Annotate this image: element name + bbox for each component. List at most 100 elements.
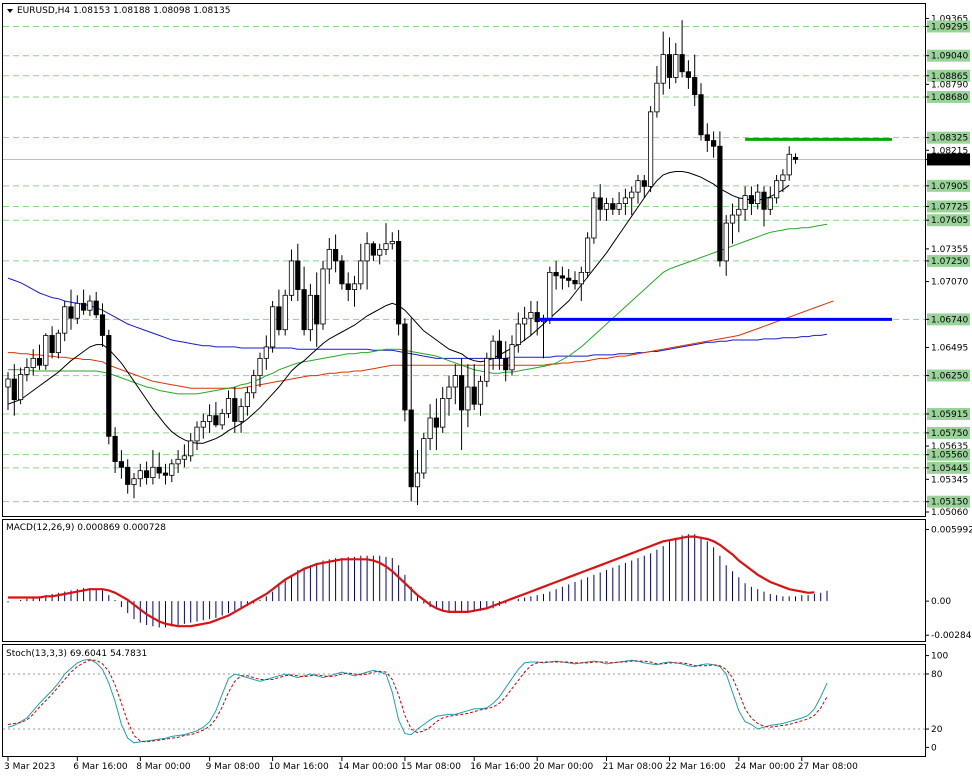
candle[interactable] (515, 312, 521, 353)
candle[interactable] (370, 241, 377, 261)
candle[interactable] (169, 459, 175, 483)
candle[interactable] (225, 390, 232, 418)
candle[interactable] (641, 174, 647, 198)
candle[interactable] (736, 197, 742, 233)
candle[interactable] (383, 223, 389, 256)
candle[interactable] (125, 459, 131, 494)
candle[interactable] (471, 364, 477, 410)
candle[interactable] (597, 184, 603, 221)
candle[interactable] (395, 229, 402, 336)
candle[interactable] (232, 387, 238, 433)
candle[interactable] (585, 232, 591, 279)
candle[interactable] (206, 404, 213, 433)
candle[interactable] (5, 372, 11, 410)
candle[interactable] (131, 473, 137, 499)
candle[interactable] (263, 335, 269, 370)
candle[interactable] (503, 341, 509, 382)
candle[interactable] (358, 243, 364, 290)
candle[interactable] (150, 450, 156, 485)
macd-panel[interactable] (2, 519, 926, 642)
stoch-panel[interactable] (2, 644, 926, 757)
candle[interactable] (87, 295, 93, 316)
candle[interactable] (509, 335, 515, 376)
candle[interactable] (755, 184, 761, 210)
candle[interactable] (648, 106, 654, 193)
candle[interactable] (414, 450, 421, 506)
candle[interactable] (269, 301, 276, 353)
candle[interactable] (99, 303, 106, 347)
candle[interactable] (251, 369, 257, 399)
candle[interactable] (786, 146, 792, 181)
candle[interactable] (30, 349, 36, 376)
candle[interactable] (213, 401, 219, 428)
candle[interactable] (553, 260, 559, 290)
candle[interactable] (118, 450, 124, 479)
candle[interactable] (452, 364, 458, 405)
candle[interactable] (257, 352, 263, 388)
candle[interactable] (11, 364, 17, 416)
candle[interactable] (792, 153, 799, 164)
candle[interactable] (742, 186, 748, 221)
candle[interactable] (528, 301, 534, 336)
candle[interactable] (774, 174, 780, 204)
candle[interactable] (522, 306, 528, 342)
candle[interactable] (566, 268, 572, 288)
candle[interactable] (301, 266, 307, 336)
candle[interactable] (458, 358, 465, 451)
candle[interactable] (440, 387, 446, 433)
candle[interactable] (364, 232, 370, 290)
candle[interactable] (81, 289, 87, 315)
candle[interactable] (200, 413, 206, 439)
candle[interactable] (194, 421, 200, 451)
candle[interactable] (654, 66, 660, 118)
candle[interactable] (314, 272, 320, 347)
candle[interactable] (603, 197, 610, 221)
candle[interactable] (408, 318, 414, 502)
candle[interactable] (433, 398, 440, 451)
candle[interactable] (629, 186, 635, 216)
candle[interactable] (156, 452, 162, 479)
candle[interactable] (748, 186, 755, 216)
candle[interactable] (711, 131, 717, 158)
candle[interactable] (427, 404, 433, 451)
candle[interactable] (326, 237, 332, 284)
candle[interactable] (622, 188, 629, 216)
candle[interactable] (320, 260, 326, 330)
candle[interactable] (55, 329, 62, 359)
candle[interactable] (332, 234, 339, 273)
candle[interactable] (780, 169, 786, 193)
candle[interactable] (288, 249, 295, 302)
candle[interactable] (43, 333, 49, 370)
candle[interactable] (496, 329, 503, 370)
candle[interactable] (698, 83, 704, 141)
candle[interactable] (93, 291, 99, 319)
candle[interactable] (339, 255, 345, 290)
candle[interactable] (635, 174, 641, 204)
candle[interactable] (219, 408, 225, 430)
candle[interactable] (477, 375, 484, 416)
candle[interactable] (767, 186, 773, 216)
candle[interactable] (175, 450, 181, 474)
candle[interactable] (547, 266, 553, 324)
candle[interactable] (112, 427, 118, 474)
candle[interactable] (572, 271, 578, 290)
candle[interactable] (137, 463, 143, 487)
candle[interactable] (673, 43, 679, 84)
candle[interactable] (17, 367, 24, 405)
candle[interactable] (465, 364, 471, 428)
candle[interactable] (295, 243, 301, 302)
candle[interactable] (62, 301, 68, 342)
candle[interactable] (402, 318, 408, 422)
candle[interactable] (106, 329, 112, 445)
candle[interactable] (377, 243, 383, 265)
candle[interactable] (660, 31, 666, 95)
candle[interactable] (68, 289, 74, 330)
candle[interactable] (181, 444, 187, 468)
candle[interactable] (49, 326, 55, 359)
candle[interactable] (188, 432, 194, 462)
candle[interactable] (761, 186, 767, 227)
candle[interactable] (238, 398, 244, 433)
candle[interactable] (666, 37, 673, 89)
candle[interactable] (345, 272, 351, 302)
